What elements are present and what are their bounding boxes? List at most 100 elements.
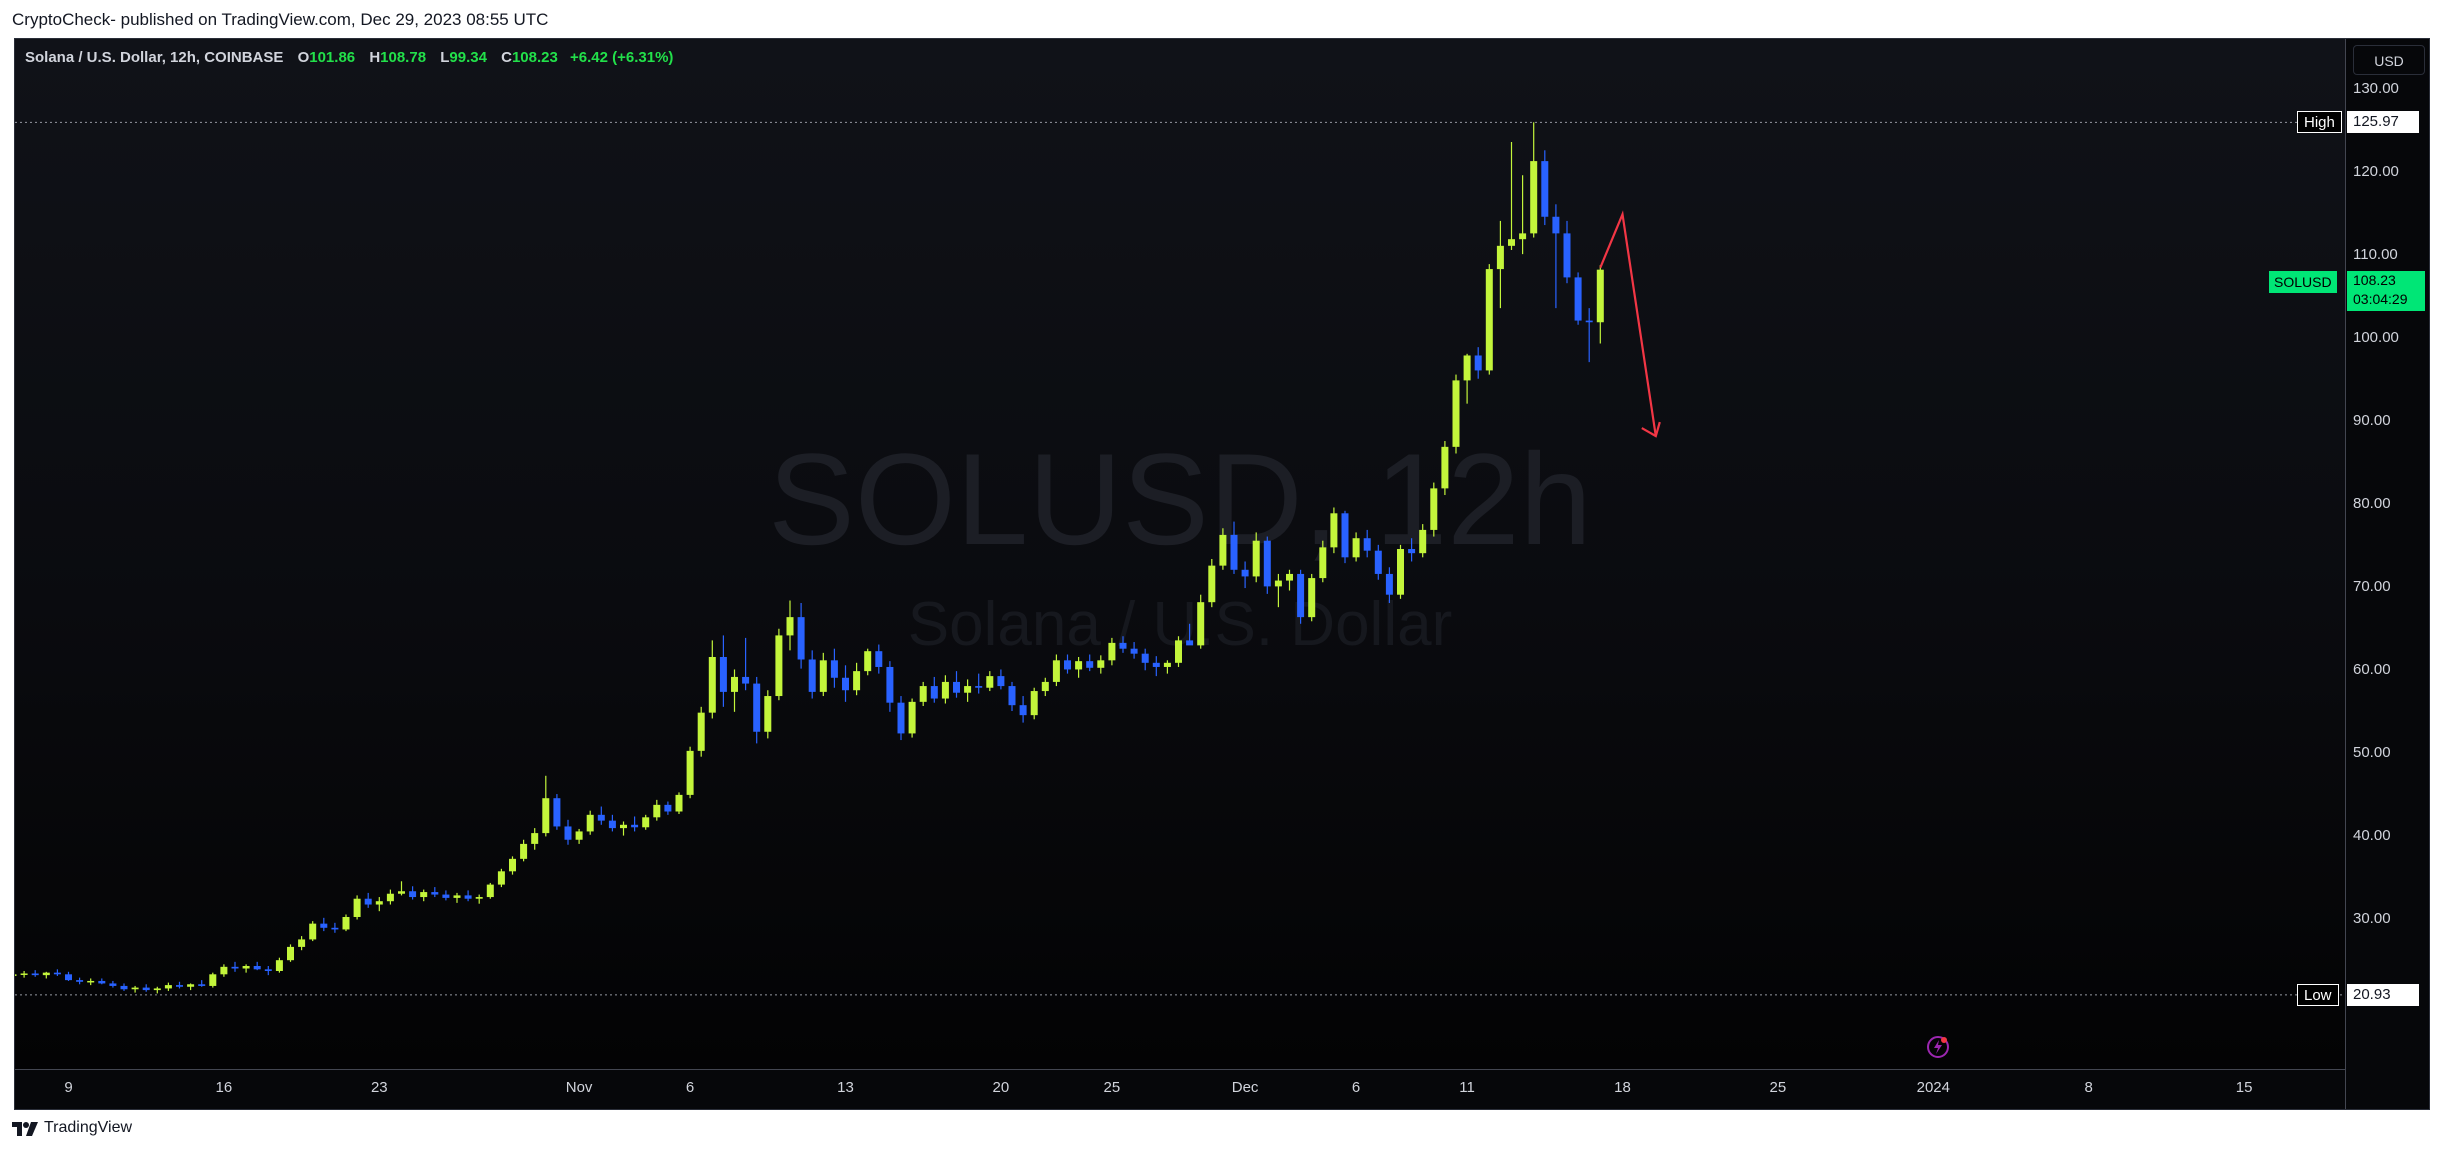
low-value: 20.93	[2347, 983, 2419, 1006]
time-tick: Nov	[565, 1079, 593, 1096]
candle	[1319, 540, 1327, 583]
currency-button[interactable]: USD	[2353, 45, 2425, 75]
legend-symbol: Solana / U.S. Dollar, 12h, COINBASE	[25, 49, 284, 66]
candle	[464, 890, 472, 902]
candle	[1208, 558, 1216, 608]
time-tick: 25	[1103, 1079, 1121, 1096]
price-tick: 30.00	[2353, 910, 2391, 928]
candle	[1441, 441, 1449, 496]
candle	[509, 856, 516, 875]
candlestick-chart[interactable]	[15, 39, 2430, 1110]
tradingview-logo: TradingView	[12, 1119, 132, 1137]
candle	[686, 746, 694, 799]
footer-brand: TradingView	[44, 1119, 133, 1136]
arrow-annotation	[1599, 210, 1661, 438]
candle	[1052, 654, 1060, 687]
legend-open-key: O	[297, 49, 310, 66]
candle	[20, 970, 28, 978]
candle	[1086, 654, 1094, 672]
candle	[908, 698, 916, 738]
candle	[608, 814, 616, 832]
candle	[1419, 524, 1427, 558]
time-tick: 13	[837, 1079, 854, 1096]
legend-open: 101.86	[309, 49, 356, 66]
candle	[164, 982, 172, 991]
candle	[420, 889, 428, 902]
candle	[142, 984, 150, 992]
time-tick: 2024	[1916, 1079, 1950, 1096]
candle	[1274, 573, 1282, 608]
candle	[220, 964, 228, 977]
candle	[1163, 660, 1171, 674]
candle	[1019, 696, 1027, 723]
price-tick: 60.00	[2353, 661, 2391, 679]
candle	[1452, 374, 1460, 454]
low-label: Low	[2297, 983, 2339, 1006]
candle	[808, 650, 816, 699]
candle	[1308, 573, 1316, 622]
candle	[1385, 567, 1393, 604]
candle	[486, 882, 494, 899]
candle	[853, 662, 861, 696]
candles	[15, 122, 1604, 994]
candle	[1585, 308, 1593, 363]
candle	[1175, 636, 1182, 667]
time-tick: 25	[1769, 1079, 1787, 1096]
candle	[1508, 142, 1515, 250]
candle	[198, 980, 206, 987]
candle	[431, 887, 439, 898]
candle	[653, 799, 661, 821]
price-tick: 90.00	[2353, 412, 2391, 430]
candle	[531, 828, 539, 850]
candle	[42, 971, 50, 979]
price-axis[interactable]	[2345, 39, 2429, 1109]
candle	[930, 676, 938, 703]
candle	[131, 985, 139, 993]
price-tick: 110.00	[2353, 245, 2398, 263]
candle	[253, 961, 261, 971]
candle	[708, 640, 716, 719]
plot-background	[15, 39, 2345, 1069]
candle	[819, 652, 827, 697]
candle	[542, 775, 550, 837]
candle	[1241, 561, 1249, 589]
candle	[875, 644, 883, 674]
candle	[1041, 677, 1049, 697]
price-tick: 80.00	[2353, 495, 2391, 513]
last-price-value: 108.23	[2353, 272, 2396, 288]
time-axis[interactable]	[15, 1069, 2345, 1109]
watermark-symbol: SOLUSD, 12h	[768, 426, 1592, 572]
candle	[475, 894, 483, 904]
candle	[1596, 265, 1604, 344]
time-tick: 11	[1459, 1079, 1475, 1096]
candle	[1108, 637, 1116, 666]
price-tick: 50.00	[2353, 744, 2391, 762]
time-tick: 6	[1351, 1079, 1361, 1096]
candle	[964, 679, 972, 702]
lightning-alert-icon[interactable]	[1926, 1035, 1950, 1059]
candle	[120, 983, 128, 991]
candle	[375, 897, 383, 912]
candle	[298, 936, 306, 951]
bar-countdown: 03:04:29	[2353, 291, 2408, 307]
candle	[786, 600, 794, 651]
candle	[1263, 536, 1271, 594]
candle	[1030, 687, 1038, 720]
legend-close: 108.23	[511, 49, 558, 66]
candle	[287, 944, 294, 962]
candle	[1008, 681, 1016, 711]
candle	[997, 669, 1005, 690]
candle	[1119, 636, 1127, 653]
candle	[1186, 623, 1194, 646]
candle	[775, 628, 783, 701]
price-tick: 120.00	[2353, 162, 2399, 180]
candle	[1230, 521, 1238, 574]
candle	[442, 890, 450, 901]
chart-pane[interactable]: SOLUSD, 12h Solana / U.S. Dollar Solana …	[14, 38, 2430, 1110]
price-tick: 100.00	[2353, 329, 2399, 347]
candle	[1530, 122, 1538, 238]
candle	[520, 839, 528, 862]
legend-low-key: L	[440, 49, 450, 66]
candle	[1541, 150, 1549, 226]
symbol-badge: SOLUSD	[2269, 271, 2337, 293]
